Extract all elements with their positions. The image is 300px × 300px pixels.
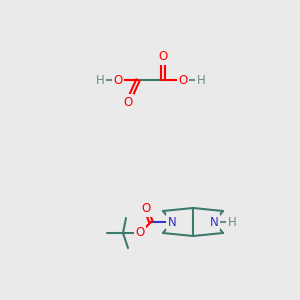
Text: N: N	[210, 215, 218, 229]
Text: O: O	[135, 226, 145, 239]
Text: O: O	[178, 74, 188, 86]
Text: H: H	[228, 215, 236, 229]
Text: O: O	[158, 50, 168, 64]
Text: H: H	[196, 74, 206, 86]
Text: O: O	[113, 74, 123, 86]
Text: H: H	[96, 74, 104, 86]
Text: O: O	[141, 202, 151, 215]
Text: O: O	[123, 95, 133, 109]
Text: N: N	[168, 215, 176, 229]
